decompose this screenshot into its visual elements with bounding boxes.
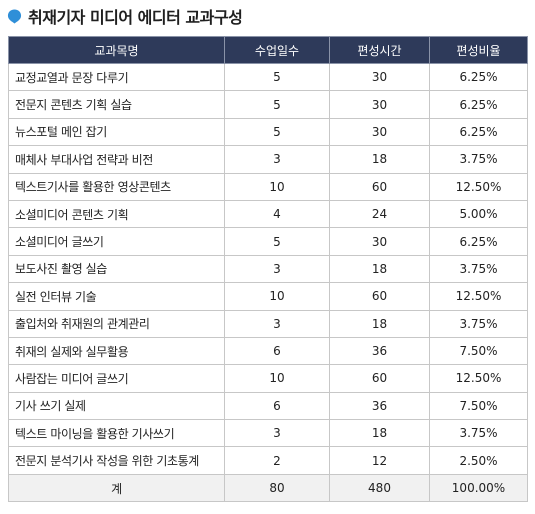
scheduled-hours: 30 [329, 90, 430, 119]
course-name: 보도사진 촬영 실습 [8, 254, 225, 284]
table-row: 소셜미디어 콘텐츠 기획 4 24 5.00% [8, 199, 528, 229]
table-row: 기사 쓰기 실제 6 36 7.50% [8, 391, 528, 421]
allocation-ratio: 3.75% [429, 309, 528, 338]
allocation-ratio: 6.25% [429, 62, 528, 92]
allocation-ratio: 12.50% [429, 172, 528, 201]
class-days: 5 [224, 117, 330, 147]
course-name: 텍스트기사를 활용한 영상콘텐츠 [8, 172, 225, 201]
class-days: 3 [224, 419, 330, 448]
allocation-ratio: 12.50% [429, 282, 528, 311]
class-days: 6 [224, 336, 330, 366]
total-allocation-ratio: 100.00% [429, 473, 528, 503]
scheduled-hours: 24 [329, 199, 430, 229]
class-days: 5 [224, 62, 330, 92]
header-class-days: 수업일수 [224, 36, 330, 64]
page-title-row: 취재기자 미디어 에디터 교과구성 [7, 4, 243, 28]
table-row: 보도사진 촬영 실습 3 18 3.75% [8, 254, 528, 284]
course-name: 전문지 콘텐츠 기획 실습 [8, 90, 225, 119]
scheduled-hours: 30 [329, 62, 430, 92]
total-class-days: 80 [224, 473, 330, 503]
course-name: 사람잡는 미디어 글쓰기 [8, 364, 225, 393]
class-days: 10 [224, 282, 330, 311]
table-row: 텍스트기사를 활용한 영상콘텐츠 10 60 12.50% [8, 172, 528, 201]
table-row: 매체사 부대사업 전략과 비전 3 18 3.75% [8, 145, 528, 174]
allocation-ratio: 6.25% [429, 90, 528, 119]
class-days: 3 [224, 145, 330, 174]
allocation-ratio: 3.75% [429, 254, 528, 284]
course-name: 소셜미디어 글쓰기 [8, 227, 225, 256]
scheduled-hours: 30 [329, 117, 430, 147]
table-row: 텍스트 마이닝을 활용한 기사쓰기 3 18 3.75% [8, 419, 528, 448]
course-name: 출입처와 취재원의 관계관리 [8, 309, 225, 338]
class-days: 2 [224, 446, 330, 475]
course-name: 매체사 부대사업 전략과 비전 [8, 145, 225, 174]
class-days: 5 [224, 227, 330, 256]
course-name: 전문지 분석기사 작성을 위한 기초통계 [8, 446, 225, 475]
allocation-ratio: 5.00% [429, 199, 528, 229]
scheduled-hours: 60 [329, 364, 430, 393]
table-row: 취재의 실제와 실무활용 6 36 7.50% [8, 336, 528, 366]
total-scheduled-hours: 480 [329, 473, 430, 503]
table-row: 실전 인터뷰 기술 10 60 12.50% [8, 282, 528, 311]
class-days: 3 [224, 309, 330, 338]
class-days: 3 [224, 254, 330, 284]
allocation-ratio: 7.50% [429, 391, 528, 421]
course-name: 교정교열과 문장 다루기 [8, 62, 225, 92]
table-header-row: 교과목명 수업일수 편성시간 편성비율 [8, 36, 528, 64]
scheduled-hours: 18 [329, 419, 430, 448]
scheduled-hours: 60 [329, 282, 430, 311]
header-course-name: 교과목명 [8, 36, 225, 64]
course-name: 취재의 실제와 실무활용 [8, 336, 225, 366]
table-row: 교정교열과 문장 다루기 5 30 6.25% [8, 62, 528, 92]
scheduled-hours: 18 [329, 309, 430, 338]
class-days: 10 [224, 172, 330, 201]
class-days: 6 [224, 391, 330, 421]
scheduled-hours: 18 [329, 145, 430, 174]
scheduled-hours: 36 [329, 336, 430, 366]
table-row: 전문지 콘텐츠 기획 실습 5 30 6.25% [8, 90, 528, 119]
allocation-ratio: 3.75% [429, 419, 528, 448]
scheduled-hours: 60 [329, 172, 430, 201]
class-days: 10 [224, 364, 330, 393]
allocation-ratio: 2.50% [429, 446, 528, 475]
allocation-ratio: 6.25% [429, 117, 528, 147]
course-name: 실전 인터뷰 기술 [8, 282, 225, 311]
table-row: 소셜미디어 글쓰기 5 30 6.25% [8, 227, 528, 256]
allocation-ratio: 7.50% [429, 336, 528, 366]
allocation-ratio: 12.50% [429, 364, 528, 393]
class-days: 5 [224, 90, 330, 119]
allocation-ratio: 6.25% [429, 227, 528, 256]
table-total-row: 계 80 480 100.00% [8, 473, 528, 503]
scheduled-hours: 36 [329, 391, 430, 421]
page-title: 취재기자 미디어 에디터 교과구성 [28, 8, 243, 27]
total-label: 계 [8, 473, 225, 503]
course-name: 텍스트 마이닝을 활용한 기사쓰기 [8, 419, 225, 448]
table-row: 뉴스포털 메인 잡기 5 30 6.25% [8, 117, 528, 147]
table-row: 전문지 분석기사 작성을 위한 기초통계 2 12 2.50% [8, 446, 528, 475]
course-name: 소셜미디어 콘텐츠 기획 [8, 199, 225, 229]
scheduled-hours: 12 [329, 446, 430, 475]
class-days: 4 [224, 199, 330, 229]
header-scheduled-hours: 편성시간 [329, 36, 430, 64]
header-allocation-ratio: 편성비율 [429, 36, 528, 64]
course-name: 기사 쓰기 실제 [8, 391, 225, 421]
scheduled-hours: 30 [329, 227, 430, 256]
table-row: 출입처와 취재원의 관계관리 3 18 3.75% [8, 309, 528, 338]
allocation-ratio: 3.75% [429, 145, 528, 174]
table-row: 사람잡는 미디어 글쓰기 10 60 12.50% [8, 364, 528, 393]
scheduled-hours: 18 [329, 254, 430, 284]
course-name: 뉴스포털 메인 잡기 [8, 117, 225, 147]
curriculum-table: 교과목명 수업일수 편성시간 편성비율 교정교열과 문장 다루기 5 30 6.… [8, 36, 528, 503]
location-pin-icon [7, 8, 22, 24]
